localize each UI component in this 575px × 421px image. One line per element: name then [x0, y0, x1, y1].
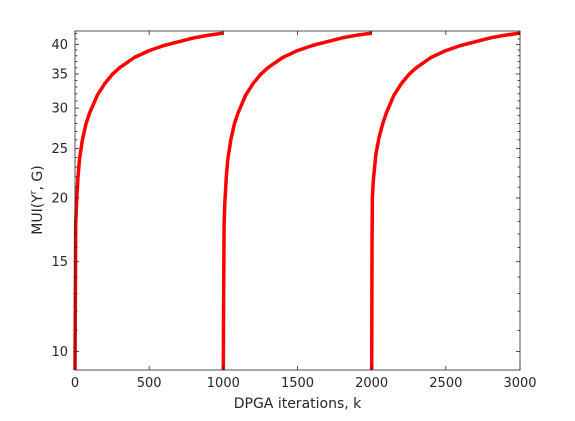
y-tick-label: 25 [51, 142, 68, 157]
series-layer [73, 31, 521, 371]
x-tick-label: 2500 [429, 376, 462, 391]
x-tick-label: 1500 [281, 376, 314, 391]
y-axis-title: MUI(Yr, G) [29, 165, 46, 234]
y-tick-label: 35 [51, 68, 68, 83]
y-tick-label: 30 [51, 102, 68, 117]
y-tick-label: 20 [51, 191, 68, 206]
series-line-segment-3 [369, 31, 521, 371]
x-tick-label: 2000 [355, 376, 388, 391]
y-tick-label: 15 [51, 255, 68, 270]
x-tick-label: 500 [137, 376, 162, 391]
y-tick-label: 40 [51, 38, 68, 53]
y-axis-title-superscript: r [29, 190, 39, 194]
plot-frame [74, 30, 521, 371]
plot-background [75, 31, 520, 370]
series-line-segment-2 [221, 31, 372, 371]
x-tick-label: 1000 [207, 376, 240, 391]
series-line-segment-1 [73, 31, 224, 371]
x-tick-label: 3000 [503, 376, 536, 391]
y-axis-title-base: MUI(Y [30, 194, 46, 235]
x-tick-label: 0 [71, 376, 79, 391]
y-tick-label: 10 [51, 345, 68, 360]
y-axis-title-tail: , G) [30, 165, 46, 190]
x-axis-title: DPGA iterations, k [234, 396, 362, 412]
ticks-layer: 0 500 1000 1500 2000 2500 3000 10 15 20 25 30 35 40 [51, 31, 537, 391]
